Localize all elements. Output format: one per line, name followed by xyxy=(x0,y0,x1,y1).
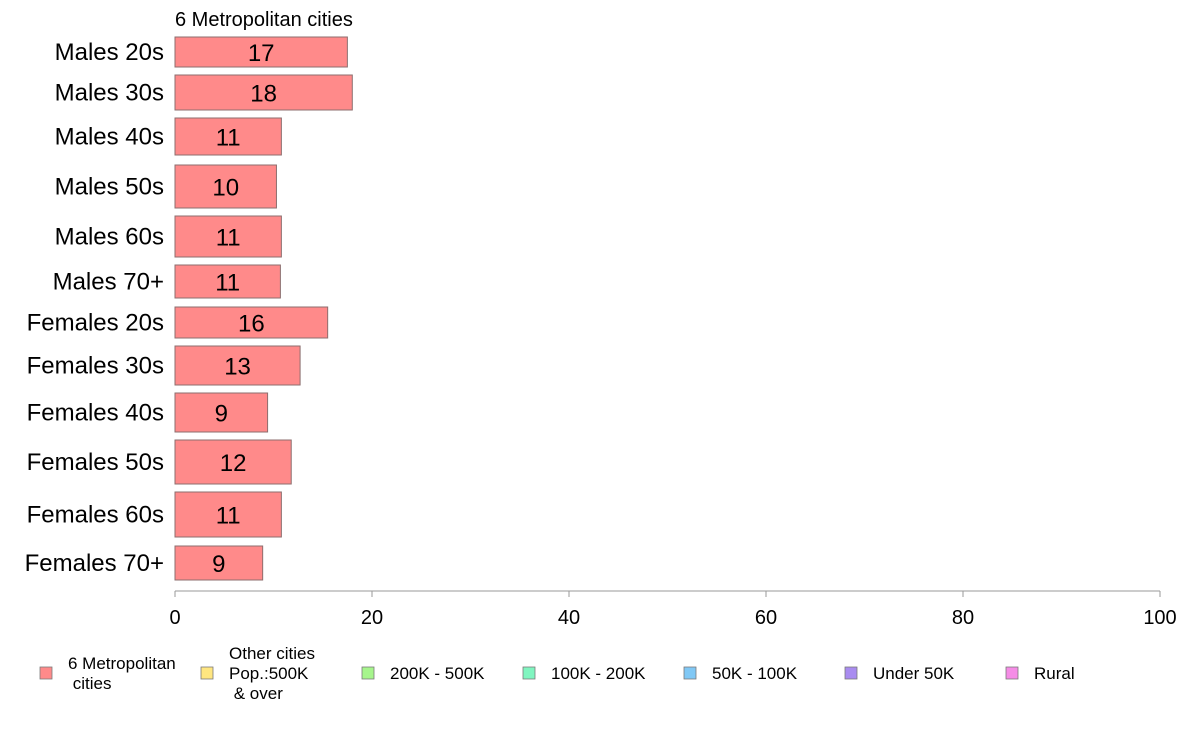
category-label: Females 70+ xyxy=(25,550,164,577)
category-label: Females 40s xyxy=(27,400,164,427)
bar xyxy=(174,392,269,433)
bar-value-label: 11 xyxy=(216,503,241,530)
bar-value-label: 17 xyxy=(248,40,275,67)
legend-label: Other cities Pop.:500K & over xyxy=(229,644,315,703)
legend-label: Under 50K xyxy=(873,664,955,683)
category-label: Females 20s xyxy=(27,310,164,337)
legend-swatch xyxy=(683,666,697,680)
x-tick-label: 40 xyxy=(558,607,580,629)
category-label: Males 50s xyxy=(55,174,164,201)
bars-group: Males 20s 17 Males 30s 18 Males 40s 11 Males 5… xyxy=(25,36,353,581)
category-label: Males 60s xyxy=(55,224,164,251)
panel-title: 6 Metropolitan cities xyxy=(175,9,353,31)
bar-value-label: 9 xyxy=(212,551,225,578)
legend-swatch xyxy=(39,666,53,680)
bar xyxy=(174,74,353,111)
bar xyxy=(174,264,281,299)
bar-value-label: 10 xyxy=(212,175,239,202)
bar xyxy=(174,36,348,68)
bar-value-label: 18 xyxy=(250,81,277,108)
category-label: Males 70+ xyxy=(53,269,164,296)
legend-label: 100K - 200K xyxy=(551,664,646,683)
legend: 6 Metropolitan cities Other cities Pop.:50… xyxy=(39,644,1075,703)
bar-value-label: 11 xyxy=(216,125,241,152)
x-tick-label: 0 xyxy=(169,607,180,629)
category-label: Females 30s xyxy=(27,353,164,380)
bar-value-label: 9 xyxy=(215,401,228,428)
bar-value-label: 13 xyxy=(224,354,251,381)
legend-swatch xyxy=(1005,666,1019,680)
legend-swatch xyxy=(844,666,858,680)
bar xyxy=(174,164,277,209)
category-label: Males 40s xyxy=(55,124,164,151)
x-tick-label: 60 xyxy=(755,607,777,629)
legend-label: Rural xyxy=(1034,664,1075,683)
legend-swatch xyxy=(200,666,214,680)
category-label: Females 60s xyxy=(27,502,164,529)
bar xyxy=(174,345,301,386)
category-label: Males 20s xyxy=(55,39,164,66)
bar xyxy=(174,439,292,485)
bar xyxy=(174,491,282,538)
category-label: Females 50s xyxy=(27,449,164,476)
bar-value-label: 11 xyxy=(216,225,241,252)
category-label: Males 30s xyxy=(55,80,164,107)
legend-label: 50K - 100K xyxy=(712,664,798,683)
bar-value-label: 12 xyxy=(220,450,247,477)
x-tick-label: 80 xyxy=(952,607,974,629)
legend-label: 6 Metropolitan cities xyxy=(68,654,176,693)
legend-swatch xyxy=(361,666,375,680)
bar xyxy=(174,306,329,339)
x-tick-label: 20 xyxy=(361,607,383,629)
legend-label: 200K - 500K xyxy=(390,664,485,683)
bar xyxy=(174,117,282,156)
bar-value-label: 11 xyxy=(215,270,240,297)
x-tick-label: 100 xyxy=(1143,607,1176,629)
bar xyxy=(174,545,264,581)
x-axis: 0 20 40 60 80 100 xyxy=(169,590,1177,629)
bar xyxy=(174,215,282,258)
bar-value-label: 16 xyxy=(238,311,265,338)
legend-swatch xyxy=(522,666,536,680)
